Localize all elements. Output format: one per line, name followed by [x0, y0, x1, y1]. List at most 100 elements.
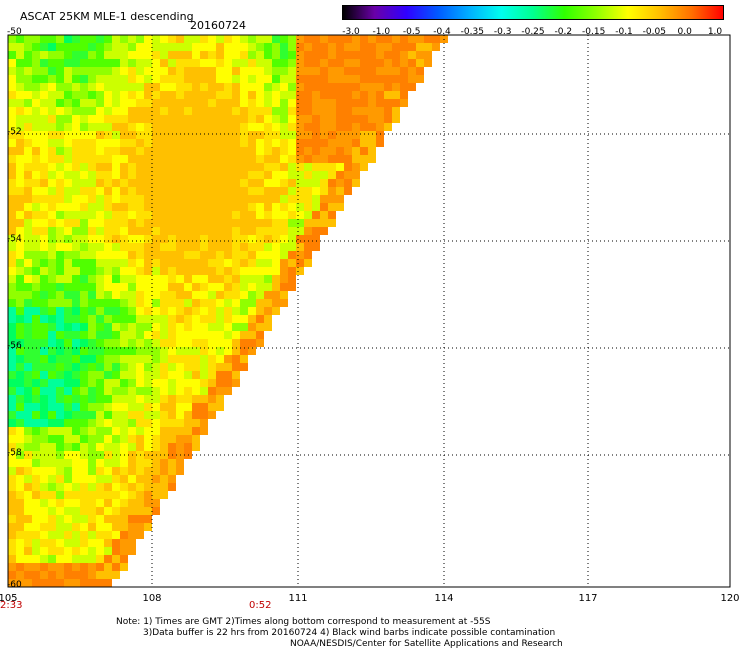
- swath-cell: [104, 243, 112, 251]
- swath-cell: [88, 331, 96, 339]
- swath-cell: [288, 195, 296, 203]
- swath-cell: [264, 51, 272, 59]
- swath-cell: [96, 179, 104, 187]
- swath-cell: [288, 51, 296, 59]
- swath-cell: [232, 187, 240, 195]
- swath-cell: [216, 91, 224, 99]
- swath-cell: [64, 339, 72, 347]
- swath-cell: [160, 147, 168, 155]
- swath-cell: [16, 443, 24, 451]
- swath-cell: [104, 291, 112, 299]
- swath-cell: [192, 67, 200, 75]
- swath-cell: [112, 211, 120, 219]
- swath-cell: [112, 147, 120, 155]
- swath-cell: [248, 67, 256, 75]
- swath-cell: [144, 35, 152, 43]
- swath-cell: [128, 115, 136, 123]
- swath-cell: [360, 35, 368, 43]
- swath-cell: [248, 43, 256, 51]
- swath-cell: [176, 371, 184, 379]
- swath-cell: [136, 467, 144, 475]
- swath-cell: [272, 243, 280, 251]
- swath-cell: [40, 523, 48, 531]
- swath-cell: [312, 235, 320, 243]
- swath-cell: [168, 371, 176, 379]
- x-tick-label: 105: [0, 593, 18, 604]
- swath-cell: [120, 267, 128, 275]
- swath-cell: [288, 211, 296, 219]
- swath-cell: [160, 115, 168, 123]
- swath-cell: [224, 227, 232, 235]
- swath-cell: [48, 171, 56, 179]
- swath-cell: [104, 59, 112, 67]
- swath-cell: [392, 43, 400, 51]
- swath-cell: [88, 35, 96, 43]
- swath-cell: [64, 59, 72, 67]
- swath-cell: [136, 299, 144, 307]
- swath-cell: [120, 339, 128, 347]
- swath-cell: [24, 331, 32, 339]
- swath-cell: [128, 99, 136, 107]
- swath-cell: [168, 443, 176, 451]
- swath-cell: [184, 403, 192, 411]
- swath-cell: [312, 147, 320, 155]
- swath-cell: [128, 443, 136, 451]
- swath-cell: [64, 251, 72, 259]
- swath-cell: [24, 339, 32, 347]
- swath-cell: [176, 315, 184, 323]
- swath-cell: [80, 435, 88, 443]
- swath-cell: [104, 483, 112, 491]
- swath-cell: [72, 67, 80, 75]
- swath-cell: [392, 91, 400, 99]
- swath-cell: [72, 163, 80, 171]
- swath-cell: [176, 459, 184, 467]
- swath-cell: [32, 539, 40, 547]
- swath-cell: [104, 507, 112, 515]
- swath-cell: [56, 115, 64, 123]
- swath-cell: [40, 411, 48, 419]
- swath-cell: [112, 531, 120, 539]
- swath-cell: [40, 387, 48, 395]
- swath-cell: [120, 51, 128, 59]
- swath-cell: [56, 291, 64, 299]
- swath-cell: [240, 51, 248, 59]
- swath-cell: [312, 115, 320, 123]
- swath-cell: [216, 139, 224, 147]
- swath-cell: [80, 219, 88, 227]
- swath-cell: [392, 99, 400, 107]
- swath-cell: [272, 251, 280, 259]
- swath-cell: [176, 187, 184, 195]
- swath-cell: [264, 107, 272, 115]
- swath-cell: [352, 99, 360, 107]
- swath-cell: [272, 123, 280, 131]
- swath-cell: [152, 475, 160, 483]
- swath-cell: [304, 251, 312, 259]
- swath-cell: [72, 171, 80, 179]
- swath-cell: [72, 515, 80, 523]
- swath-cell: [80, 251, 88, 259]
- swath-cell: [80, 139, 88, 147]
- swath-cell: [120, 259, 128, 267]
- swath-cell: [256, 235, 264, 243]
- swath-cell: [88, 187, 96, 195]
- swath-cell: [64, 555, 72, 563]
- swath-cell: [296, 67, 304, 75]
- swath-cell: [184, 75, 192, 83]
- swath-cell: [112, 499, 120, 507]
- swath-cell: [208, 131, 216, 139]
- swath-cell: [296, 35, 304, 43]
- swath-cell: [64, 43, 72, 51]
- swath-cell: [80, 331, 88, 339]
- swath-cell: [56, 491, 64, 499]
- swath-cell: [200, 355, 208, 363]
- swath-cell: [96, 75, 104, 83]
- swath-cell: [208, 187, 216, 195]
- swath-cell: [216, 235, 224, 243]
- swath-cell: [32, 211, 40, 219]
- swath-cell: [392, 107, 400, 115]
- swath-cell: [56, 235, 64, 243]
- swath-cell: [192, 355, 200, 363]
- swath-cell: [88, 323, 96, 331]
- swath-cell: [184, 387, 192, 395]
- swath-cell: [328, 131, 336, 139]
